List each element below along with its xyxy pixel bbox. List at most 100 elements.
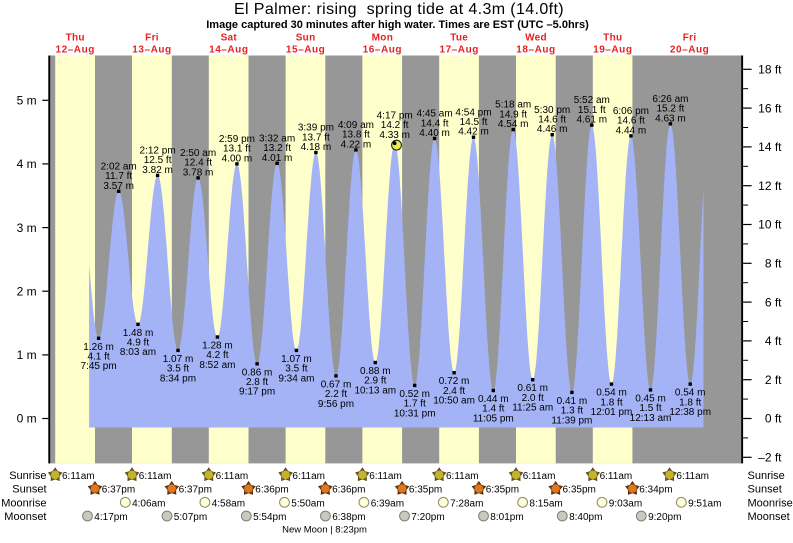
- svg-text:0.72 m: 0.72 m: [439, 376, 470, 387]
- svg-text:4.2 ft: 4.2 ft: [206, 350, 228, 361]
- svg-text:8:01pm: 8:01pm: [490, 512, 523, 523]
- svg-text:14.6 ft: 14.6 ft: [617, 116, 645, 127]
- svg-text:6:11am: 6:11am: [139, 471, 172, 482]
- svg-text:14–Aug: 14–Aug: [209, 44, 248, 55]
- svg-text:4.01 m: 4.01 m: [262, 153, 293, 164]
- svg-text:6:38pm: 6:38pm: [332, 512, 365, 523]
- svg-text:3.5 ft: 3.5 ft: [285, 364, 307, 375]
- svg-text:6:35pm: 6:35pm: [409, 485, 442, 496]
- svg-text:Sat: Sat: [221, 32, 238, 43]
- svg-text:New Moon | 8:23pm: New Moon | 8:23pm: [282, 525, 367, 536]
- svg-text:Thu: Thu: [66, 32, 85, 43]
- svg-text:1.3 ft: 1.3 ft: [561, 406, 583, 417]
- svg-text:8:52 am: 8:52 am: [199, 360, 235, 371]
- svg-text:9:34 am: 9:34 am: [278, 373, 314, 384]
- svg-text:1.48 m: 1.48 m: [123, 328, 154, 339]
- svg-text:9:51am: 9:51am: [688, 498, 721, 509]
- svg-text:10:13 am: 10:13 am: [354, 385, 396, 396]
- svg-text:11:05 pm: 11:05 pm: [473, 413, 514, 424]
- svg-text:1.28 m: 1.28 m: [202, 341, 233, 352]
- svg-text:4:54 pm: 4:54 pm: [455, 107, 491, 118]
- svg-text:Moonrise: Moonrise: [1, 497, 46, 509]
- svg-text:15–Aug: 15–Aug: [286, 44, 325, 55]
- svg-text:16–Aug: 16–Aug: [363, 44, 402, 55]
- svg-text:15.1 ft: 15.1 ft: [578, 105, 606, 116]
- svg-text:6:11am: 6:11am: [216, 471, 249, 482]
- svg-text:2.8 ft: 2.8 ft: [246, 377, 268, 388]
- svg-text:6:37pm: 6:37pm: [179, 485, 212, 496]
- svg-text:11:39 pm: 11:39 pm: [551, 415, 592, 426]
- svg-text:Sunset: Sunset: [748, 484, 782, 496]
- svg-text:12:01 pm: 12:01 pm: [591, 407, 633, 418]
- svg-text:8:40pm: 8:40pm: [569, 512, 602, 523]
- svg-text:10:31 pm: 10:31 pm: [394, 408, 436, 419]
- svg-text:19–Aug: 19–Aug: [593, 44, 632, 55]
- svg-text:2.4 ft: 2.4 ft: [443, 386, 465, 397]
- svg-text:Tue: Tue: [450, 32, 468, 43]
- svg-text:12:38 pm: 12:38 pm: [669, 407, 711, 418]
- svg-text:12.5 ft: 12.5 ft: [144, 155, 172, 166]
- svg-text:4.33 m: 4.33 m: [379, 130, 410, 141]
- svg-text:6:06 pm: 6:06 pm: [613, 106, 649, 117]
- svg-text:4:09 am: 4:09 am: [338, 120, 374, 131]
- svg-text:6:35pm: 6:35pm: [486, 485, 519, 496]
- svg-text:2:12 pm: 2:12 pm: [140, 146, 176, 157]
- svg-text:5:52 am: 5:52 am: [574, 95, 610, 106]
- svg-text:0.52 m: 0.52 m: [399, 389, 430, 400]
- svg-text:–2 ft: –2 ft: [758, 451, 782, 465]
- svg-text:6:26 am: 6:26 am: [652, 94, 688, 105]
- svg-text:4 ft: 4 ft: [765, 334, 782, 348]
- svg-text:5:54pm: 5:54pm: [253, 512, 286, 523]
- svg-text:13.1 ft: 13.1 ft: [223, 144, 251, 155]
- svg-text:0 ft: 0 ft: [765, 412, 782, 426]
- svg-text:7:28am: 7:28am: [450, 498, 483, 509]
- svg-text:4.40 m: 4.40 m: [419, 128, 450, 139]
- svg-text:3:32 am: 3:32 am: [259, 133, 295, 144]
- svg-text:18 ft: 18 ft: [758, 63, 782, 77]
- svg-text:0.45 m: 0.45 m: [635, 393, 666, 404]
- svg-text:3.5 ft: 3.5 ft: [167, 364, 189, 375]
- svg-text:6:34pm: 6:34pm: [639, 485, 672, 496]
- svg-text:0.44 m: 0.44 m: [478, 394, 509, 405]
- svg-text:6:36pm: 6:36pm: [332, 485, 365, 496]
- svg-text:4.42 m: 4.42 m: [458, 127, 489, 138]
- svg-text:0.86 m: 0.86 m: [242, 367, 273, 378]
- svg-text:14.5 ft: 14.5 ft: [460, 117, 488, 128]
- svg-text:El Palmer: rising spring tide: El Palmer: rising spring tide at 4.3m (1…: [234, 1, 564, 18]
- svg-text:Sunrise: Sunrise: [748, 470, 785, 482]
- svg-text:6:39am: 6:39am: [371, 498, 404, 509]
- svg-text:12 ft: 12 ft: [758, 179, 782, 193]
- svg-text:4.54 m: 4.54 m: [498, 119, 529, 130]
- svg-text:14.4 ft: 14.4 ft: [421, 118, 449, 129]
- svg-text:4:58am: 4:58am: [212, 498, 245, 509]
- svg-text:9:17 pm: 9:17 pm: [239, 387, 275, 398]
- svg-text:9:56 pm: 9:56 pm: [318, 399, 354, 410]
- svg-text:14.9 ft: 14.9 ft: [499, 109, 527, 120]
- svg-text:6:35pm: 6:35pm: [563, 485, 596, 496]
- svg-text:Image captured 30 minutes afte: Image captured 30 minutes after high wat…: [206, 19, 589, 31]
- svg-text:13.7 ft: 13.7 ft: [302, 132, 330, 143]
- svg-text:Fri: Fri: [145, 32, 159, 43]
- svg-text:Moonset: Moonset: [748, 511, 790, 523]
- svg-text:4.63 m: 4.63 m: [655, 113, 686, 124]
- svg-text:5 m: 5 m: [17, 94, 37, 108]
- svg-text:12.4 ft: 12.4 ft: [184, 158, 212, 169]
- svg-text:14 ft: 14 ft: [758, 140, 782, 154]
- svg-text:8 ft: 8 ft: [765, 257, 782, 271]
- svg-text:2:50 am: 2:50 am: [180, 148, 216, 159]
- svg-text:2 m: 2 m: [17, 284, 37, 298]
- svg-text:3:39 pm: 3:39 pm: [298, 123, 334, 134]
- svg-text:6:36pm: 6:36pm: [255, 485, 288, 496]
- svg-text:5:18 am: 5:18 am: [495, 100, 531, 111]
- svg-text:20–Aug: 20–Aug: [670, 44, 709, 55]
- svg-text:1.8 ft: 1.8 ft: [679, 397, 701, 408]
- svg-text:6:11am: 6:11am: [600, 471, 633, 482]
- svg-text:12:13 am: 12:13 am: [630, 413, 672, 424]
- svg-text:8:34 pm: 8:34 pm: [160, 373, 196, 384]
- svg-text:Sun: Sun: [296, 32, 316, 43]
- svg-text:4:45 am: 4:45 am: [417, 109, 453, 120]
- svg-text:1.07 m: 1.07 m: [281, 354, 312, 365]
- svg-text:6:37pm: 6:37pm: [102, 485, 135, 496]
- svg-text:4.61 m: 4.61 m: [577, 115, 608, 126]
- svg-text:7:45 pm: 7:45 pm: [81, 361, 117, 372]
